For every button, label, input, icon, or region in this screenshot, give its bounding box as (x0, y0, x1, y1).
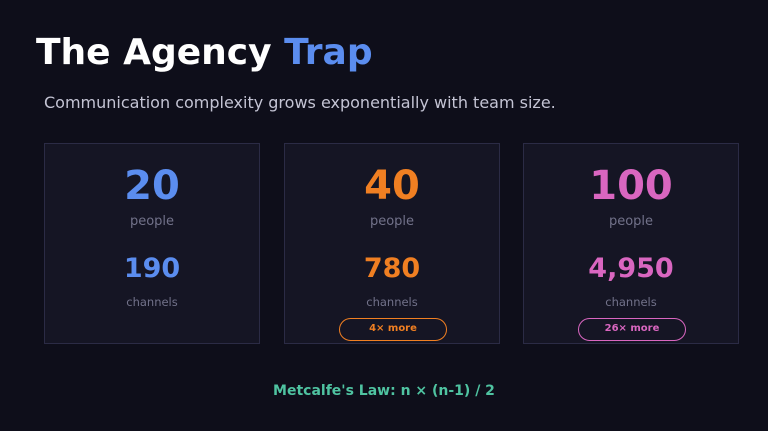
channels-label: channels (605, 295, 657, 309)
title-main: The Agency (36, 32, 272, 73)
slide-title: The Agency Trap (36, 32, 373, 73)
people-label: people (129, 214, 175, 229)
channels-label: channels (126, 295, 178, 309)
team-card-40: 40 people 780 channels 4× more (284, 143, 500, 344)
formula-footer: Metcalfe's Law: n × (n-1) / 2 (273, 383, 495, 399)
people-count: 20 (124, 163, 180, 209)
multiplier-badge: 4× more (339, 318, 447, 341)
team-card-20: 20 people 190 channels (44, 143, 260, 344)
people-count: 100 (589, 163, 673, 209)
subtitle: Communication complexity grows exponenti… (44, 93, 556, 112)
team-card-100: 100 people 4,950 channels 26× more (523, 143, 739, 344)
people-label: people (369, 214, 415, 229)
channels-count: 4,950 (588, 253, 674, 284)
channels-count: 780 (363, 253, 421, 284)
people-label: people (608, 214, 654, 229)
channels-count: 190 (123, 253, 181, 284)
channels-label: channels (366, 295, 418, 309)
title-accent: Trap (284, 32, 373, 73)
multiplier-badge: 26× more (578, 318, 686, 341)
people-count: 40 (364, 163, 420, 209)
